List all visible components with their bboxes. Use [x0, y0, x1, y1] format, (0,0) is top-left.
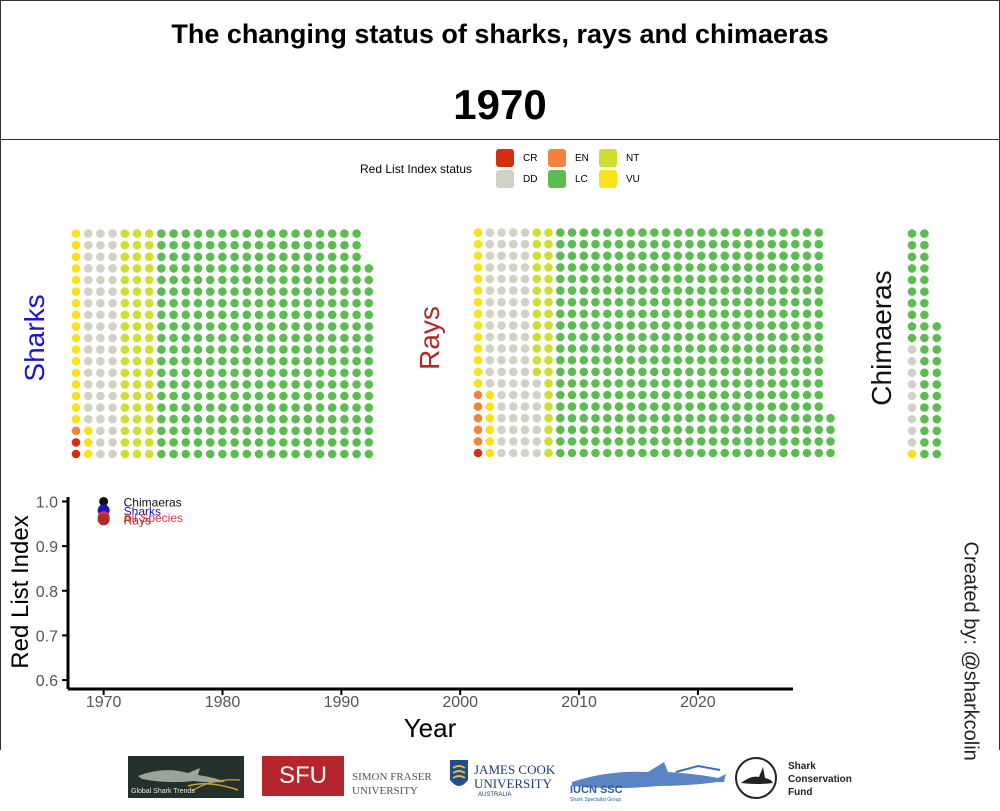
- legend-swatch-en: [548, 149, 566, 167]
- jcu-crest-icon: [450, 760, 468, 786]
- x-tick-label: 2020: [680, 694, 716, 711]
- iucn-text-line1: IUCN SSC: [570, 784, 623, 796]
- credit-text: Created by: @sharkcolin: [959, 541, 982, 761]
- legend-item-nt: NT: [599, 149, 639, 167]
- y-axis-label: Red List Index: [7, 515, 34, 668]
- sfu-logo-text: SIMON FRASER UNIVERSITY: [352, 770, 432, 798]
- y-tick-label: 0.8: [36, 584, 58, 601]
- legend-item-dd: DD: [496, 170, 537, 188]
- legend-label-en: EN: [575, 152, 589, 164]
- jcu-text-line3: AUSTRALIA: [478, 792, 512, 798]
- x-tick-label: 2010: [561, 694, 597, 711]
- legend-swatch-nt: [599, 149, 617, 167]
- scf-text-line2: Conservation: [788, 774, 852, 785]
- legend-swatch-dd: [496, 170, 514, 188]
- legend-item-lc: LC: [548, 170, 588, 188]
- sfu-logo: SFU: [262, 756, 344, 796]
- y-tick-label: 0.9: [36, 539, 58, 556]
- x-axis-label: Year: [404, 713, 457, 743]
- x-tick-label: 1990: [324, 694, 360, 711]
- series-label-sharks: Sharks: [124, 504, 161, 518]
- sawfish-icon: [572, 762, 726, 788]
- logo-strip: Global Shark Trends SFU SIMON FRASER UNI…: [0, 750, 1000, 811]
- x-tick-label: 1970: [86, 694, 122, 711]
- legend-swatch-cr: [496, 149, 514, 167]
- legend-item-vu: VU: [599, 170, 640, 188]
- legend-item-cr: CR: [496, 149, 537, 167]
- series-point-rays: [97, 513, 110, 526]
- y-tick-label: 0.7: [36, 628, 58, 645]
- year-display: 1970: [453, 81, 547, 128]
- series-label-rays: Rays: [124, 513, 151, 527]
- scf-text-line3: Fund: [788, 787, 813, 798]
- global-shark-trends-logo: Global Shark Trends: [128, 756, 244, 798]
- scf-text-line1: Shark: [788, 761, 816, 772]
- chart-axes: 0.6 0.7 0.8 0.9 1.0 1970 1980 1990 2000 2010 2020: [36, 494, 793, 711]
- iucn-text-line2: Shark Specialist Group: [570, 797, 622, 803]
- shark-icon: [138, 768, 241, 792]
- shark-conservation-fund-logo: Shark Conservation Fund: [733, 755, 873, 801]
- jcu-text-line2: UNIVERSITY: [474, 776, 552, 791]
- shark-fin-circle-icon: [735, 757, 777, 799]
- legend-swatch-vu: [599, 170, 617, 188]
- rli-chart-panel: [0, 488, 1000, 750]
- legend-label-cr: CR: [523, 152, 538, 164]
- iucn-ssc-logo: IUCN SSC Shark Specialist Group: [568, 756, 728, 803]
- jcu-logo: JAMES COOK UNIVERSITY AUSTRALIA: [448, 754, 566, 800]
- gst-logo-text: Global Shark Trends: [131, 788, 195, 795]
- legend-label-lc: LC: [575, 173, 588, 185]
- legend-label-dd: DD: [523, 173, 538, 185]
- legend-label-vu: VU: [626, 173, 640, 185]
- page-title: The changing status of sharks, rays and …: [171, 19, 829, 49]
- x-tick-label: 2000: [442, 694, 478, 711]
- x-tick-label: 1980: [205, 694, 241, 711]
- series-label-chimaeras: Chimaeras: [124, 495, 182, 509]
- y-tick-label: 0.6: [36, 673, 58, 690]
- jcu-text-line1: JAMES COOK: [474, 762, 556, 777]
- sfu-text-line1: SIMON FRASER: [352, 771, 432, 783]
- legend-item-en: EN: [548, 149, 589, 167]
- sfu-text-line2: UNIVERSITY: [352, 785, 418, 797]
- legend-swatch-lc: [548, 170, 566, 188]
- y-tick-label: 1.0: [36, 494, 58, 511]
- legend-title: Red List Index status: [360, 162, 473, 176]
- title-panel: The changing status of sharks, rays and …: [0, 0, 1000, 140]
- series-point-chimaeras: [99, 496, 109, 506]
- series-label-all-species: All Species: [124, 511, 183, 525]
- legend-label-nt: NT: [626, 152, 640, 164]
